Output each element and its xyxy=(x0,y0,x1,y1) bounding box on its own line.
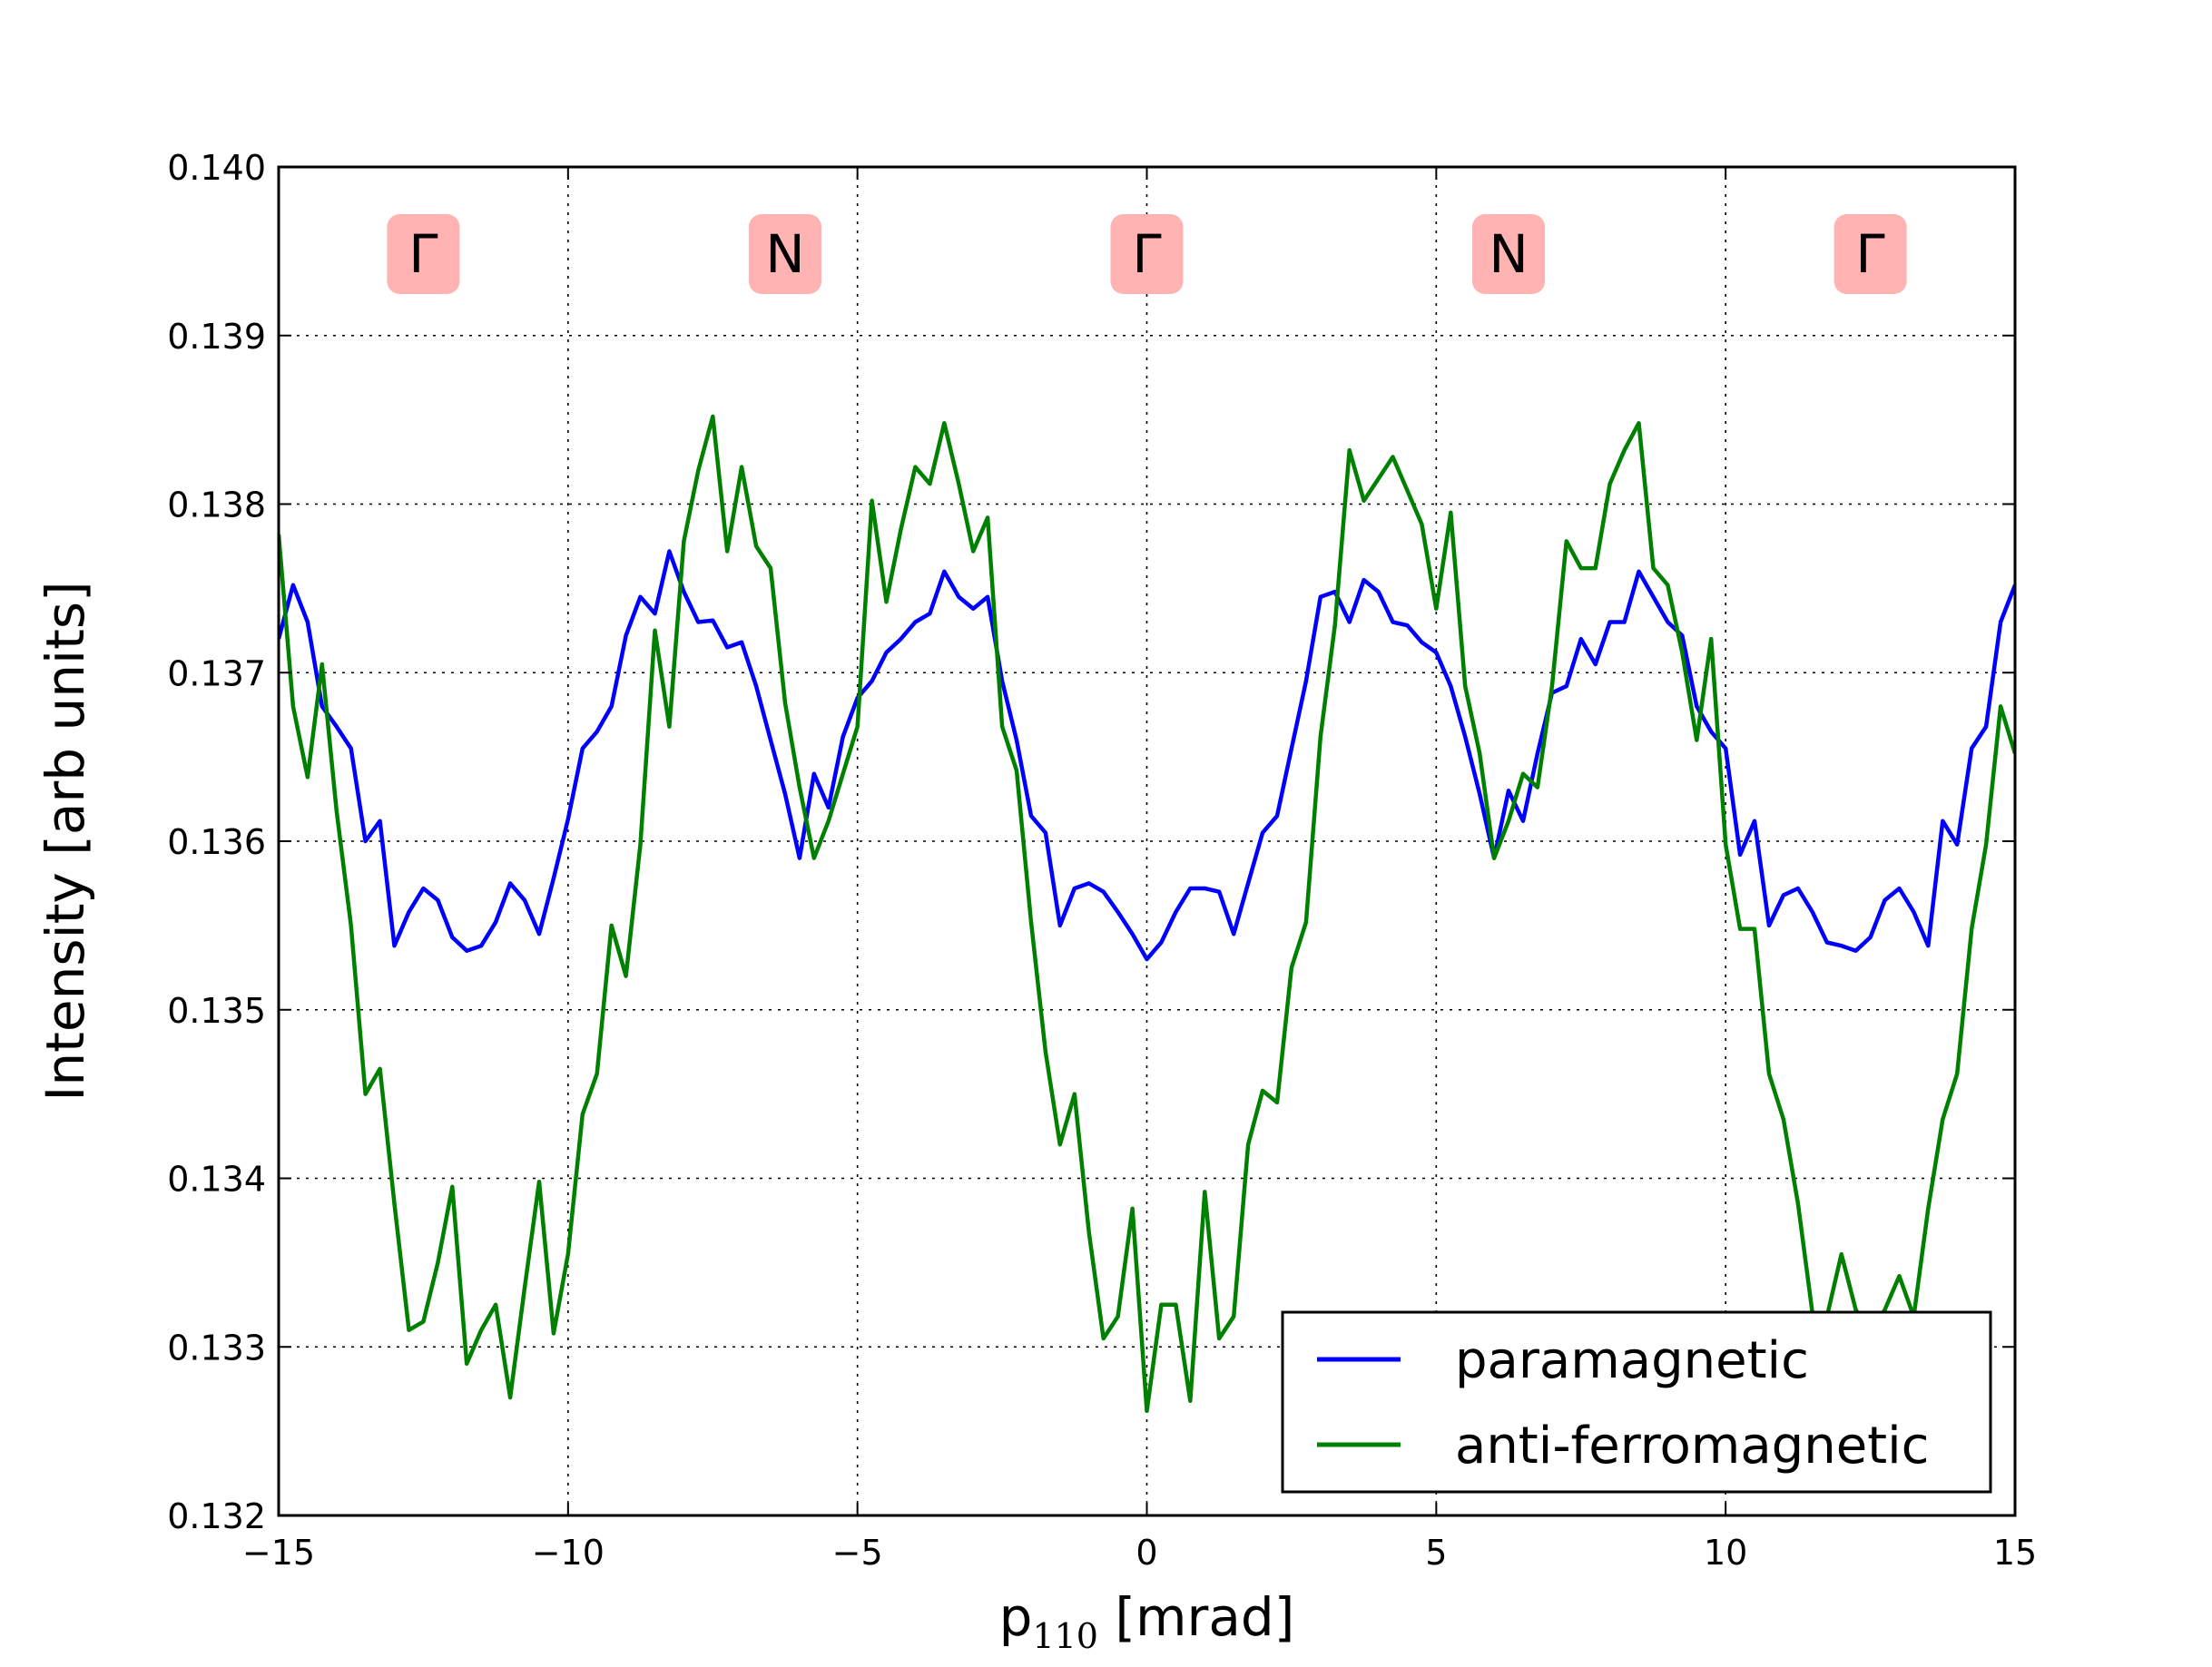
symmetry-point-badge xyxy=(748,214,821,294)
symmetry-point-badge xyxy=(387,214,460,294)
x-tick-label: −5 xyxy=(832,1533,883,1573)
x-tick-label: 5 xyxy=(1425,1533,1447,1573)
x-tick-label: −10 xyxy=(532,1533,605,1573)
symmetry-point-label: N xyxy=(1489,223,1528,285)
x-tick-label: 0 xyxy=(1135,1533,1157,1573)
y-axis-label: Intensity [arb units] xyxy=(34,581,96,1101)
x-tick-label: 15 xyxy=(1993,1533,2037,1573)
x-axis-label-unit: [mrad] xyxy=(1098,1586,1294,1648)
series-lines xyxy=(279,414,2015,1414)
y-tick-label: 0.139 xyxy=(167,317,266,357)
y-tick-label: 0.138 xyxy=(167,485,266,525)
symmetry-point-label: N xyxy=(765,223,804,285)
symmetry-point-label: Γ xyxy=(1132,223,1161,285)
y-tick-label: 0.135 xyxy=(167,991,266,1031)
symmetry-point-label: Γ xyxy=(1855,223,1884,285)
symmetry-point-badge xyxy=(1472,214,1546,294)
y-tick-label: 0.134 xyxy=(167,1160,266,1200)
legend-label-paramagnetic: paramagnetic xyxy=(1455,1331,1809,1390)
legend: paramagnetic anti-ferromagnetic xyxy=(1281,1310,1992,1494)
y-tick-label: 0.133 xyxy=(167,1328,266,1368)
y-tick-label: 0.137 xyxy=(167,653,266,693)
x-tick-label: 10 xyxy=(1704,1533,1747,1573)
y-tick-label: 0.132 xyxy=(167,1496,266,1536)
series-anti-ferromagnetic xyxy=(279,414,2015,1414)
legend-label-anti-ferromagnetic: anti-ferromagnetic xyxy=(1455,1417,1929,1476)
x-axis-label-main: p xyxy=(999,1586,1033,1648)
symmetry-point-badge xyxy=(1110,214,1184,294)
legend-box xyxy=(1281,1310,1992,1494)
y-tick-label: 0.136 xyxy=(167,822,266,862)
series-paramagnetic xyxy=(279,549,2015,962)
symmetry-point-label: Γ xyxy=(408,223,437,285)
tick-labels: −15 −10 −5 0 5 10 15 0.132 0.133 0.134 0.135 0.136 0… xyxy=(167,148,2037,1573)
y-tick-label: 0.140 xyxy=(167,148,266,188)
x-axis-label: p110 [mrad] xyxy=(999,1586,1295,1656)
x-tick-label: −15 xyxy=(242,1533,315,1573)
axis-ticks xyxy=(278,166,2016,1516)
x-axis-label-subscript: 110 xyxy=(1032,1616,1098,1656)
symmetry-point-badge xyxy=(1834,214,1907,294)
